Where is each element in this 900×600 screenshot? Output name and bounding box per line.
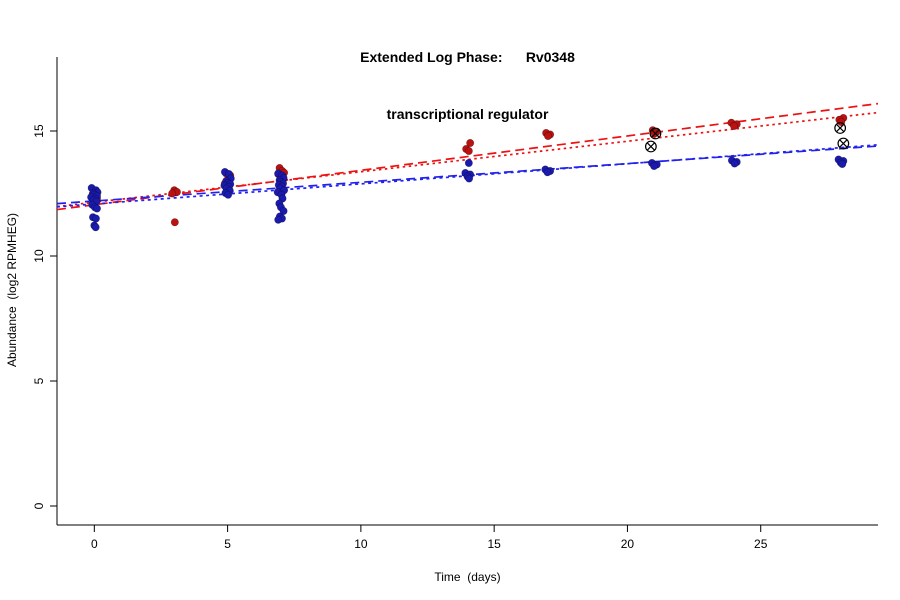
chart-title-line1: Extended Log Phase: Rv0348 <box>360 49 575 65</box>
outlier-marker-cross <box>835 123 845 133</box>
outlier-marker-cross <box>839 139 848 148</box>
y-tick-label: 10 <box>32 249 46 263</box>
outlier-marker-circle <box>644 140 657 153</box>
data-point-blue-condition <box>91 223 100 232</box>
outlier-marker-cross <box>651 129 660 138</box>
y-tick-label: 0 <box>32 502 46 509</box>
data-point-red-condition <box>464 147 473 156</box>
outlier-marker-circle <box>649 127 662 140</box>
y-tick-label: 15 <box>32 124 46 138</box>
x-tick-label: 25 <box>754 537 768 551</box>
data-point-blue-condition <box>279 207 288 216</box>
data-point-blue-condition <box>91 214 100 223</box>
data-point-blue-condition <box>730 159 739 168</box>
data-point-blue-condition <box>92 204 101 213</box>
outlier-marker-cross <box>646 142 656 151</box>
x-tick-label: 5 <box>224 537 231 551</box>
data-point-red-condition <box>170 218 179 227</box>
x-tick-label: 15 <box>487 537 501 551</box>
x-tick-label: 20 <box>621 537 635 551</box>
trend-line-red-fit-dashed <box>56 102 879 211</box>
data-point-red-condition <box>544 132 553 141</box>
data-point-blue-condition <box>838 160 847 169</box>
data-point-blue-condition <box>464 159 473 168</box>
data-point-red-condition <box>466 139 475 148</box>
x-tick-label: 10 <box>354 537 368 551</box>
chart-title: Extended Log Phase: Rv0348 transcription… <box>57 10 878 162</box>
data-point-red-condition <box>730 122 739 131</box>
y-tick-label: 5 <box>32 377 46 384</box>
data-point-blue-condition <box>224 190 233 199</box>
x-axis-label: Time (days) <box>434 570 501 584</box>
data-point-red-condition <box>168 189 177 198</box>
data-point-blue-condition <box>274 215 283 224</box>
data-point-blue-condition <box>465 174 474 183</box>
data-point-blue-condition <box>650 162 659 171</box>
outlier-marker-circle <box>834 122 847 134</box>
data-point-blue-condition <box>543 168 552 177</box>
outlier-marker-circle <box>837 137 850 150</box>
x-tick-label: 0 <box>91 537 98 551</box>
chart-title-line2: transcriptional regulator <box>386 106 549 122</box>
